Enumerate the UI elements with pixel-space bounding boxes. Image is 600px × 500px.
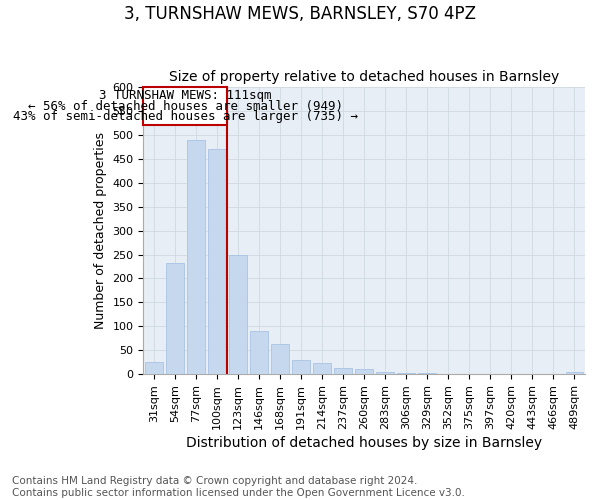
Bar	[166, 263, 184, 374]
Bar	[271, 344, 289, 374]
Bar	[187, 140, 205, 374]
Bar	[145, 362, 163, 374]
Y-axis label: Number of detached properties: Number of detached properties	[94, 132, 107, 329]
Bar	[355, 370, 373, 374]
Bar	[397, 373, 415, 374]
Bar	[566, 372, 583, 374]
Bar	[313, 363, 331, 374]
Text: 3, TURNSHAW MEWS, BARNSLEY, S70 4PZ: 3, TURNSHAW MEWS, BARNSLEY, S70 4PZ	[124, 5, 476, 23]
X-axis label: Distribution of detached houses by size in Barnsley: Distribution of detached houses by size …	[186, 436, 542, 450]
Text: Contains HM Land Registry data © Crown copyright and database right 2024.
Contai: Contains HM Land Registry data © Crown c…	[12, 476, 465, 498]
Text: 3 TURNSHAW MEWS: 111sqm: 3 TURNSHAW MEWS: 111sqm	[99, 89, 272, 102]
Bar	[208, 150, 226, 374]
FancyBboxPatch shape	[143, 87, 227, 126]
Bar	[229, 254, 247, 374]
Bar	[334, 368, 352, 374]
Text: ← 56% of detached houses are smaller (949): ← 56% of detached houses are smaller (94…	[28, 100, 343, 112]
Text: 43% of semi-detached houses are larger (735) →: 43% of semi-detached houses are larger (…	[13, 110, 358, 124]
Bar	[376, 372, 394, 374]
Bar	[250, 331, 268, 374]
Bar	[292, 360, 310, 374]
Title: Size of property relative to detached houses in Barnsley: Size of property relative to detached ho…	[169, 70, 559, 85]
